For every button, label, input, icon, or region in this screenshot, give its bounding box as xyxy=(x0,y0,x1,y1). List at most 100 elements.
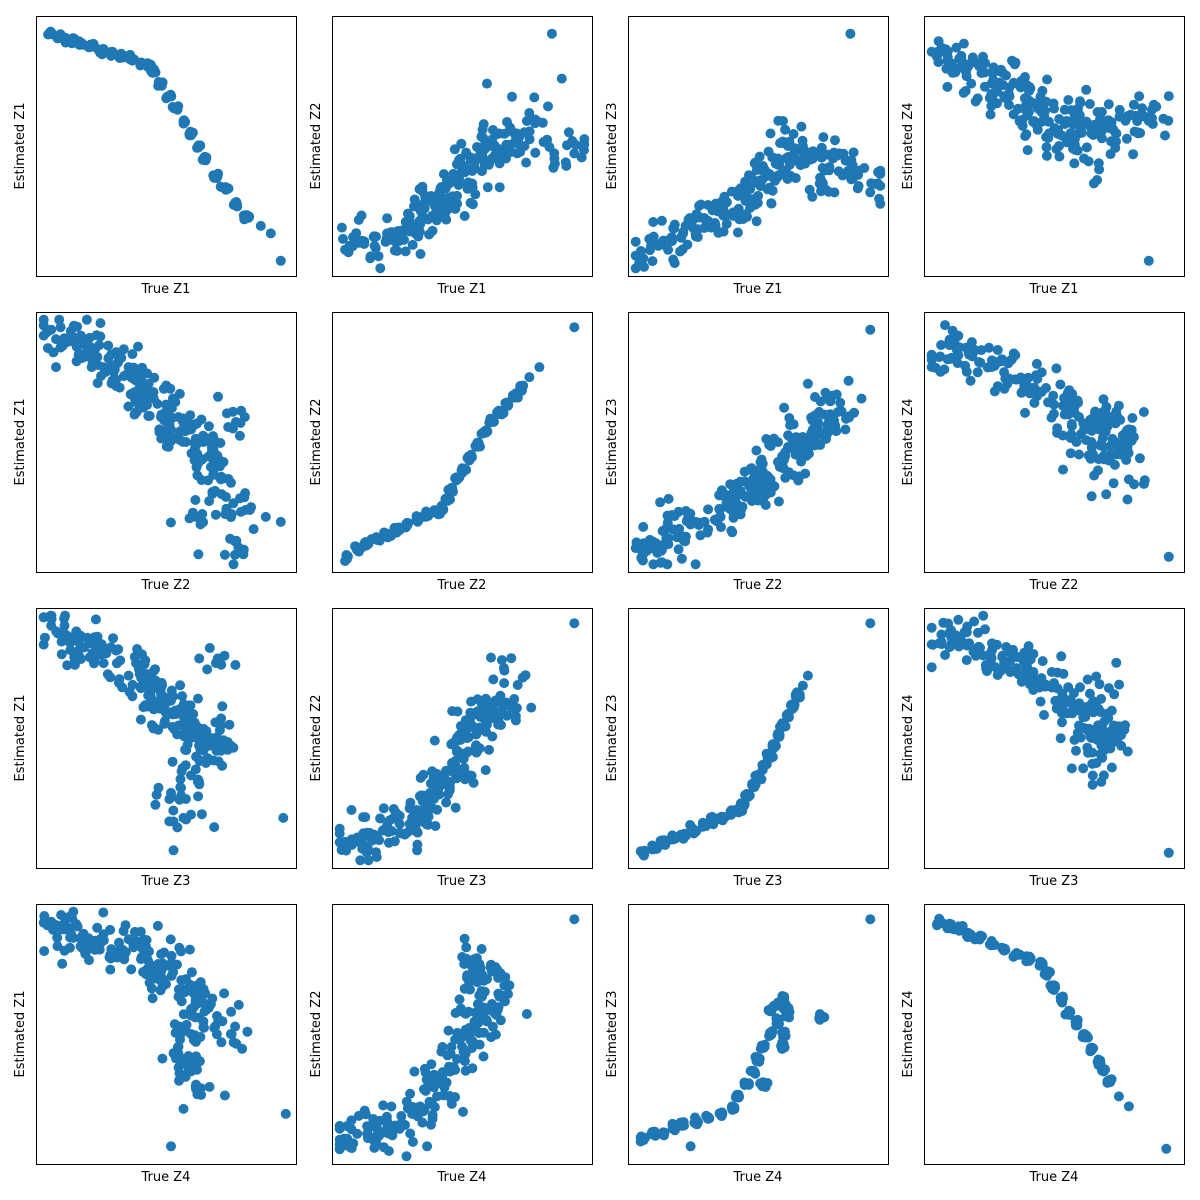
scatter-point xyxy=(443,789,453,800)
scatter-point xyxy=(405,797,416,808)
scatter-point xyxy=(137,649,147,660)
scatter-point xyxy=(757,458,768,469)
scatter-point xyxy=(167,756,178,767)
scatter-point xyxy=(355,855,366,866)
scatter-point xyxy=(235,506,246,517)
axes-frame xyxy=(628,608,889,869)
scatter-point xyxy=(204,1081,215,1092)
scatter-point xyxy=(203,475,213,486)
axes-frame xyxy=(924,312,1185,573)
x-axis-label: True Z1 xyxy=(733,282,783,297)
scatter-point xyxy=(203,421,214,432)
scatter-point xyxy=(951,42,962,53)
scatter-point xyxy=(141,941,151,952)
scatter-point xyxy=(778,462,788,472)
scatter-point xyxy=(740,476,751,487)
scatter-point xyxy=(144,410,155,421)
scatter-point xyxy=(648,536,659,547)
scatter-point xyxy=(171,103,181,114)
scatter-point xyxy=(477,1004,487,1014)
scatter-point xyxy=(372,832,383,843)
scatter-point xyxy=(1113,1091,1124,1102)
scatter-point xyxy=(199,1006,210,1017)
scatter-point xyxy=(926,622,937,633)
scatter-point xyxy=(459,1054,470,1065)
scatter-point xyxy=(472,439,482,450)
scatter-point xyxy=(127,349,138,360)
scatter-point xyxy=(1008,650,1019,661)
scatter-point xyxy=(856,393,867,404)
scatter-point xyxy=(414,215,425,226)
scatter-point xyxy=(265,228,276,239)
scatter-point xyxy=(496,655,507,666)
scatter-point xyxy=(784,159,795,170)
scatter-panel-4-4: True Z4 Estimated Z4 xyxy=(901,904,1185,1185)
scatter-point xyxy=(437,195,447,206)
scatter-point xyxy=(108,633,119,644)
axes-frame xyxy=(924,904,1185,1165)
scatter-point xyxy=(482,182,493,193)
scatter-point xyxy=(986,101,997,111)
scatter-point xyxy=(193,791,204,802)
scatter-point xyxy=(96,46,107,57)
scatter-point xyxy=(1113,400,1124,411)
scatter-point xyxy=(768,740,778,751)
scatter-point xyxy=(793,440,803,451)
scatter-point xyxy=(690,516,701,527)
scatter-point xyxy=(46,620,57,631)
scatter-point xyxy=(954,53,965,64)
scatter-point xyxy=(491,1009,502,1020)
scatter-point xyxy=(185,700,196,711)
scatter-point xyxy=(462,972,472,983)
scatter-point xyxy=(215,438,226,448)
scatter-point xyxy=(779,402,790,413)
scatter-point xyxy=(462,178,472,189)
scatter-point xyxy=(84,955,94,966)
scatter-point xyxy=(159,718,170,729)
scatter-point xyxy=(161,399,171,410)
scatter-point xyxy=(136,683,146,694)
scatter-point xyxy=(372,1123,383,1134)
scatter-point xyxy=(38,612,49,623)
scatter-point xyxy=(186,1029,196,1039)
scatter-point xyxy=(450,1092,461,1103)
scatter-point xyxy=(784,413,795,423)
scatter-point xyxy=(829,187,840,198)
scatter-point xyxy=(419,203,430,214)
axes-frame xyxy=(36,904,297,1165)
scatter-point xyxy=(663,493,674,504)
scatter-point xyxy=(166,950,177,961)
scatter-point xyxy=(86,638,97,649)
scatter-point xyxy=(422,509,433,520)
scatter-point xyxy=(765,171,776,181)
scatter-point xyxy=(458,1106,468,1117)
scatter-point xyxy=(1071,745,1081,756)
scatter-panel-3-4: True Z3 Estimated Z4 xyxy=(901,608,1185,889)
scatter-point xyxy=(797,141,808,151)
scatter-point xyxy=(452,474,462,485)
scatter-point xyxy=(716,485,727,496)
scatter-point xyxy=(200,758,211,768)
scatter-point xyxy=(211,1029,222,1040)
scatter-point xyxy=(90,614,101,625)
scatter-point xyxy=(658,541,669,552)
scatter-point xyxy=(105,964,116,975)
scatter-point xyxy=(136,374,146,385)
scatter-point xyxy=(423,1080,434,1091)
scatter-point xyxy=(360,812,371,823)
points-group xyxy=(334,914,580,1162)
scatter-point xyxy=(1037,116,1048,127)
scatter-point xyxy=(698,820,709,831)
points-group xyxy=(926,36,1174,266)
scatter-point xyxy=(773,153,783,164)
scatter-point xyxy=(570,139,581,150)
scatter-point xyxy=(944,61,955,72)
scatter-point xyxy=(819,165,830,176)
scatter-point xyxy=(352,1128,363,1139)
scatter-point xyxy=(1065,432,1076,443)
scatter-point xyxy=(507,91,517,102)
scatter-point xyxy=(1061,708,1072,718)
scatter-point xyxy=(191,984,201,995)
scatter-point xyxy=(39,632,50,643)
